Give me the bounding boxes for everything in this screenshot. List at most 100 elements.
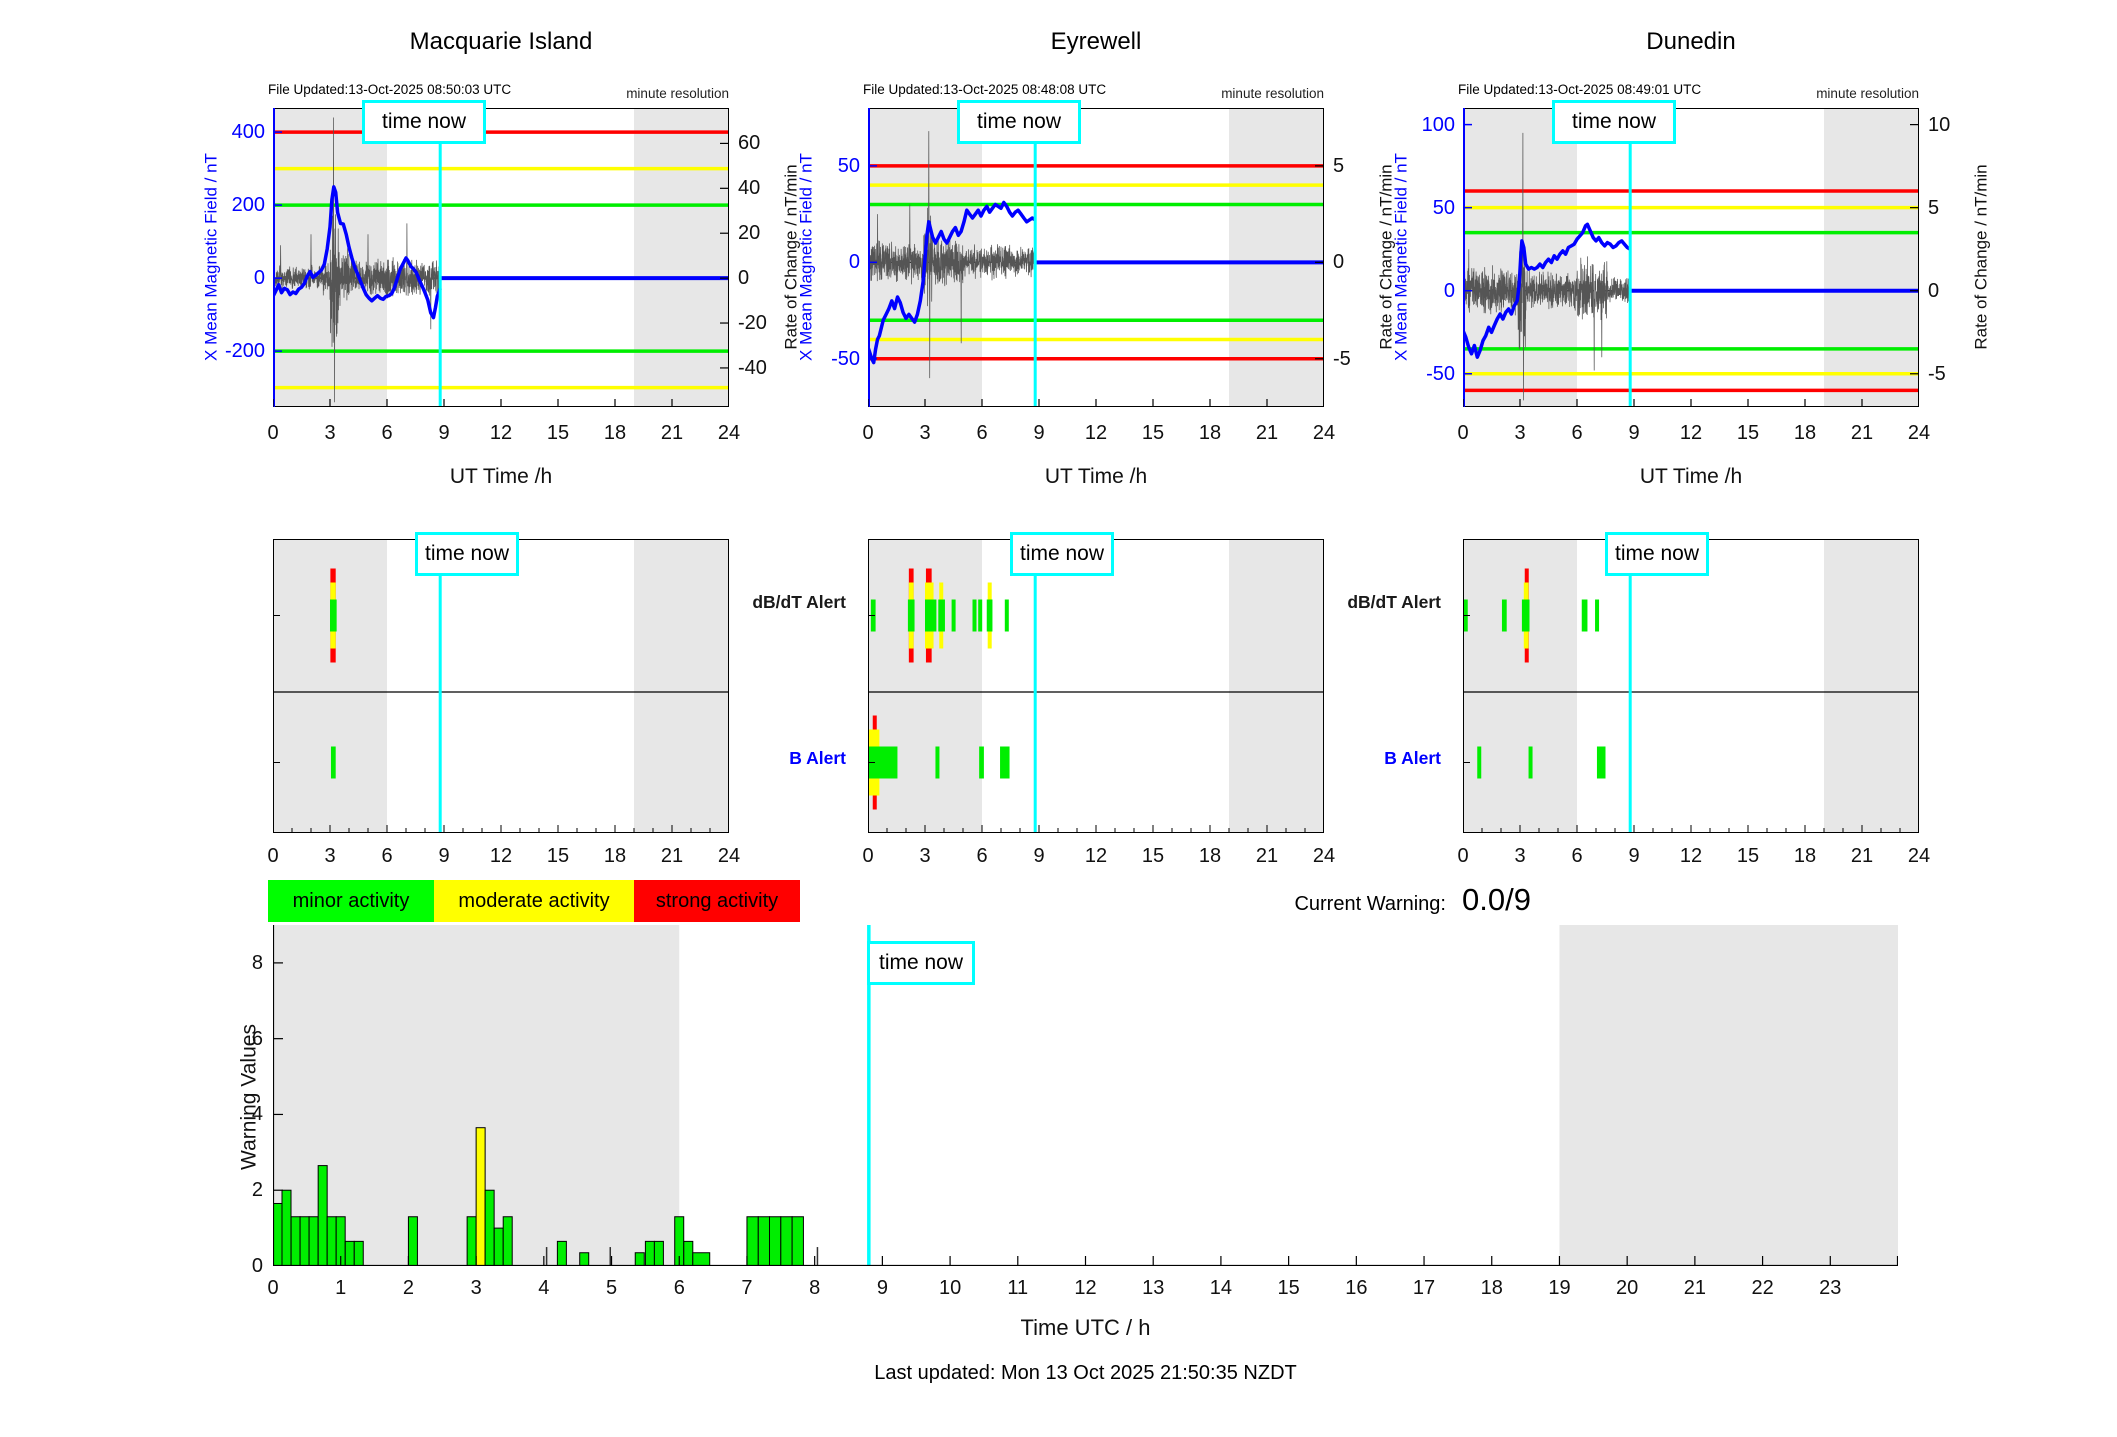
warning-x-tick-label: 12 <box>1074 1277 1097 1299</box>
alert-x-tick-label: 15 <box>1736 845 1760 867</box>
warning-bar <box>407 1216 418 1266</box>
alert-x-tick-label: 9 <box>1033 845 1045 867</box>
alert-bar-dbdt <box>330 599 337 632</box>
alert-x-tick-label: 18 <box>1793 845 1817 867</box>
alert-bar-b <box>1477 746 1482 779</box>
warning-x-tick-label: 0 <box>267 1277 279 1299</box>
warning-x-tick-label: 10 <box>938 1277 962 1299</box>
time-now-label: time now <box>1019 542 1105 565</box>
warning-bar <box>344 1240 355 1266</box>
x-tick-label: 6 <box>1571 422 1583 444</box>
alert-bar-b <box>1000 746 1010 779</box>
rate-of-change-trace <box>1463 132 1631 401</box>
mean-field-series <box>1463 222 1632 359</box>
activity-legend: minor activity moderate activity strong … <box>268 880 800 922</box>
magnetic-field-plot <box>273 108 729 407</box>
warning-x-tick-label: 2 <box>402 1277 414 1299</box>
y-tick-label-right: 10 <box>1928 113 1951 136</box>
x-tick-label: 3 <box>1514 422 1526 444</box>
warning-bar <box>502 1216 513 1266</box>
warning-bar <box>353 1240 364 1266</box>
alert-x-tick-label: 15 <box>1141 845 1165 867</box>
alert-x-tick-label: 21 <box>1850 845 1874 867</box>
warning-y-tick-label: 4 <box>251 1103 263 1126</box>
alert-x-tick-label: 0 <box>862 845 874 867</box>
time-now-label: time now <box>878 951 964 974</box>
y-tick-label-left: 200 <box>231 194 265 217</box>
y-tick-label-left: 0 <box>848 251 860 274</box>
warning-x-tick-label: 9 <box>876 1277 888 1299</box>
y-tick-label-right: 5 <box>1333 154 1345 177</box>
warning-bar <box>816 1247 819 1266</box>
file-updated-text: File Updated:13-Oct-2025 08:48:08 UTC <box>863 82 1107 97</box>
b-alert-row-label: B Alert <box>1384 748 1441 768</box>
x-tick-label: 21 <box>1850 422 1874 444</box>
warning-bar <box>556 1240 567 1266</box>
warning-bar <box>644 1240 655 1266</box>
x-tick-label: 12 <box>1084 422 1108 444</box>
y-tick-label-right: -20 <box>738 312 767 335</box>
warning-bar <box>273 1202 283 1266</box>
file-updated-text: File Updated:13-Oct-2025 08:50:03 UTC <box>268 82 512 97</box>
y-tick-label-left: -50 <box>1426 362 1455 385</box>
x-axis-label: UT Time /h <box>449 465 553 488</box>
alert-bar-dbdt <box>907 599 915 632</box>
x-tick-label: 15 <box>546 422 570 444</box>
x-axis-label: UT Time /h <box>1044 465 1148 488</box>
alert-x-tick-label: 21 <box>660 845 684 867</box>
time-now-label: time now <box>1571 110 1657 133</box>
time-now-box: time now <box>867 941 975 985</box>
alert-x-tick-label: 0 <box>1457 845 1469 867</box>
y-tick-label-right: -5 <box>1333 347 1351 370</box>
alert-bar-b <box>1596 746 1606 779</box>
alert-x-tick-label: 9 <box>1628 845 1640 867</box>
alert-bar-dbdt <box>1595 599 1600 632</box>
warning-x-tick-label: 5 <box>605 1277 618 1299</box>
y-tick-label-right: 0 <box>1333 251 1345 274</box>
warning-bar <box>609 1247 612 1266</box>
file-updated-text: File Updated:13-Oct-2025 08:49:01 UTC <box>1458 82 1702 97</box>
warning-bar <box>281 1189 292 1266</box>
x-tick-label: 12 <box>489 422 513 444</box>
resolution-note: minute resolution <box>1816 86 1919 101</box>
x-tick-label: 21 <box>1255 422 1279 444</box>
mean-field-series <box>273 185 442 320</box>
rate-of-change-trace <box>868 131 1036 379</box>
y-tick-label-right: 0 <box>738 267 750 290</box>
time-utc-axis-label: Time UTC / h <box>1020 1315 1151 1340</box>
warning-y-tick-label: 6 <box>251 1027 263 1050</box>
rate-of-change-trace <box>273 117 441 403</box>
last-updated-text: Last updated: Mon 13 Oct 2025 21:50:35 N… <box>874 1362 1297 1384</box>
warning-x-tick-label: 11 <box>1007 1277 1029 1299</box>
warning-bar <box>484 1189 495 1266</box>
y-tick-label-right: 40 <box>738 177 761 200</box>
x-tick-label: 3 <box>919 422 931 444</box>
y-tick-label-left: 400 <box>231 121 265 144</box>
warning-x-tick-label: 8 <box>809 1277 821 1299</box>
warning-bar <box>692 1252 711 1266</box>
x-tick-label: 0 <box>267 422 279 444</box>
warning-bar <box>308 1216 319 1266</box>
warning-bar <box>634 1252 645 1266</box>
x-tick-label: 12 <box>1679 422 1703 444</box>
warning-x-tick-label: 22 <box>1751 1277 1774 1299</box>
alert-x-tick-label: 24 <box>717 845 741 867</box>
station-title: Macquarie Island <box>409 28 593 55</box>
x-tick-label: 6 <box>976 422 988 444</box>
alert-bar-dbdt <box>1004 599 1009 632</box>
warning-x-tick-label: 14 <box>1209 1277 1233 1299</box>
alert-bar-dbdt <box>951 599 956 632</box>
x-tick-label: 0 <box>1457 422 1469 444</box>
time-now-label: time now <box>976 110 1062 133</box>
x-tick-label: 18 <box>1198 422 1222 444</box>
warning-bar <box>791 1216 804 1266</box>
alert-x-tick-label: 6 <box>1571 845 1583 867</box>
station-title: Dunedin <box>1646 28 1736 55</box>
warning-y-tick-label: 2 <box>251 1179 263 1202</box>
y-tick-label-left: -50 <box>831 347 860 370</box>
x-tick-label: 18 <box>603 422 627 444</box>
alert-x-tick-label: 24 <box>1312 845 1336 867</box>
alert-x-tick-label: 3 <box>1514 845 1526 867</box>
warning-x-tick-label: 3 <box>470 1277 482 1299</box>
